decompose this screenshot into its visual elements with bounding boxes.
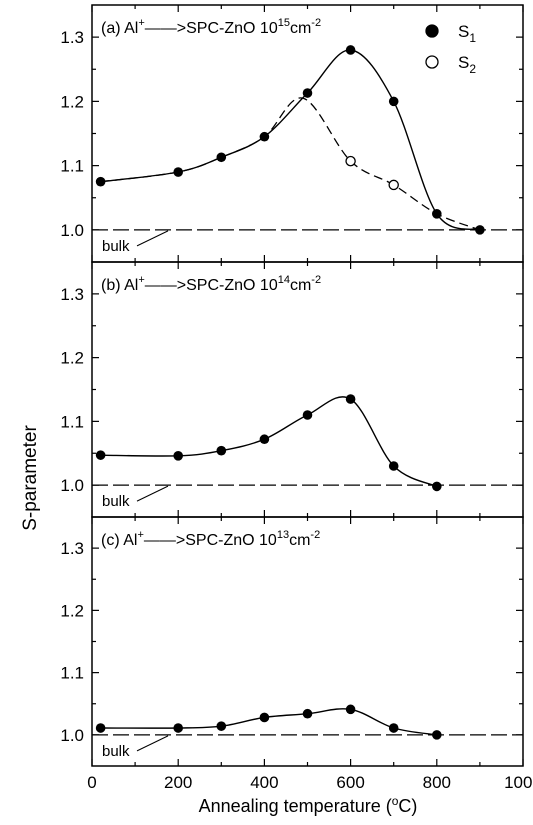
x-axis-label-main: Annealing temperature ( xyxy=(199,796,392,816)
y-tick-label: 1.1 xyxy=(60,664,84,683)
panel-title-part: 15 xyxy=(278,17,290,29)
y-tick-label: 1.3 xyxy=(60,539,84,558)
data-point-s1 xyxy=(302,708,313,719)
data-point-s1 xyxy=(345,45,356,55)
y-tick-label: 1.3 xyxy=(60,28,84,47)
panel-title-part: ——>SPC-ZnO 10 xyxy=(145,277,278,294)
bulk-pointer xyxy=(136,485,169,502)
panel-title-part: (a) Al xyxy=(101,20,138,37)
data-point-s1 xyxy=(388,96,399,107)
data-point-s1 xyxy=(259,712,270,723)
data-point-s2 xyxy=(345,155,356,167)
data-point-s1 xyxy=(173,723,183,733)
panel-title-part: + xyxy=(138,274,144,286)
y-tick-label: 1.2 xyxy=(60,92,84,111)
x-tick-label: 400 xyxy=(250,773,278,792)
x-tick-label: 200 xyxy=(164,773,192,792)
panel-title-part: (b) Al xyxy=(101,277,138,294)
y-tick-label: 1.0 xyxy=(60,221,84,240)
panel-frame xyxy=(91,4,524,263)
x-tick-label: 1000 xyxy=(504,773,533,792)
data-point-s2 xyxy=(388,179,399,191)
bulk-label: bulk xyxy=(102,493,130,510)
legend-label: S1 xyxy=(458,22,476,45)
y-axis-label: S-parameter xyxy=(20,425,41,531)
data-point-s1 xyxy=(345,704,356,715)
legend-label-main: S xyxy=(458,53,469,72)
data-point-s1 xyxy=(302,410,313,420)
panel-frame xyxy=(91,261,524,518)
y-tick-label: 1.0 xyxy=(60,476,84,495)
panel-title-part: -2 xyxy=(311,17,321,29)
panel-title: (b) Al+——>SPC-ZnO 1014cm-2 xyxy=(101,274,321,294)
x-axis-label: Annealing temperature (oC) xyxy=(199,794,418,816)
panel-title-part: cm xyxy=(290,277,311,294)
data-point-s1 xyxy=(345,394,356,404)
series-s1-curve xyxy=(100,396,438,488)
panel-b: 1.0 1.1 1.2 1.3 bulk (b) Al+——>SPC-ZnO 1014cm… xyxy=(60,261,524,518)
panel-title: (a) Al+——>SPC-ZnO 1015cm-2 xyxy=(101,17,321,37)
x-tick-label: 800 xyxy=(423,773,451,792)
panel-a: 1.0 1.1 1.2 1.3 bulk (a) Al+——>SPC-ZnO 1015cm… xyxy=(60,4,524,263)
data-point-s1 xyxy=(95,176,106,187)
panel-title-part: ——>SPC-ZnO 10 xyxy=(144,532,277,549)
data-point-s1 xyxy=(95,450,106,460)
x-axis-label-unit: C) xyxy=(398,796,417,816)
data-point-s1 xyxy=(302,88,313,98)
data-point-s1 xyxy=(95,723,106,733)
panel-title: (c) Al+——>SPC-ZnO 1013cm-2 xyxy=(101,529,320,549)
y-tick-label: 1.3 xyxy=(60,285,84,304)
bulk-label: bulk xyxy=(102,743,130,760)
legend-label-sub: 1 xyxy=(469,31,476,45)
bulk-pointer xyxy=(136,230,169,247)
data-point-s1 xyxy=(173,451,183,461)
panel-c: 1.0 1.1 1.2 1.3 bulk (c) Al+——>SPC-ZnO 1013cm… xyxy=(60,516,524,767)
panel-title-part: 13 xyxy=(277,529,289,541)
data-point-s1 xyxy=(259,434,270,445)
data-point-s1 xyxy=(432,481,442,492)
x-tick-label: 600 xyxy=(336,773,364,792)
panel-title-part: (c) Al xyxy=(101,532,137,549)
legend-label-main: S xyxy=(458,22,469,41)
data-point-s1 xyxy=(259,131,270,142)
data-point-s1 xyxy=(216,445,227,456)
series-s2-curve xyxy=(100,97,481,231)
series-s1-curve xyxy=(100,49,481,231)
series-s1-curve xyxy=(100,708,437,736)
data-point-s1 xyxy=(388,461,399,471)
x-axis-label-degree: o xyxy=(392,794,399,808)
y-tick-label: 1.2 xyxy=(60,349,84,368)
panel-title-part: + xyxy=(138,17,144,29)
panel-title-part: cm xyxy=(290,20,311,37)
bulk-pointer xyxy=(136,735,169,752)
x-tick-label: 0 xyxy=(87,773,96,792)
data-point-s1 xyxy=(216,152,227,163)
data-point-s1 xyxy=(173,167,183,177)
panel-title-part: -2 xyxy=(310,529,320,541)
data-point-s1 xyxy=(216,721,227,731)
legend-label-sub: 2 xyxy=(469,62,476,76)
data-point-s1 xyxy=(432,730,442,740)
y-tick-label: 1.1 xyxy=(60,157,84,176)
legend-marker xyxy=(425,24,439,38)
panel-title-part: + xyxy=(137,529,143,541)
panel-title-part: ——>SPC-ZnO 10 xyxy=(145,20,278,37)
data-point-s1 xyxy=(432,209,442,219)
data-point-s1 xyxy=(475,225,485,235)
y-tick-label: 1.1 xyxy=(60,412,84,431)
bulk-label: bulk xyxy=(102,238,130,255)
y-tick-label: 1.2 xyxy=(60,601,84,620)
y-tick-label: 1.0 xyxy=(60,726,84,745)
data-point-s1 xyxy=(388,723,399,733)
legend-marker xyxy=(425,55,439,69)
panel-title-part: -2 xyxy=(311,274,321,286)
panel-title-part: 14 xyxy=(278,274,290,286)
legend-label: S2 xyxy=(458,53,476,76)
panel-title-part: cm xyxy=(289,532,310,549)
